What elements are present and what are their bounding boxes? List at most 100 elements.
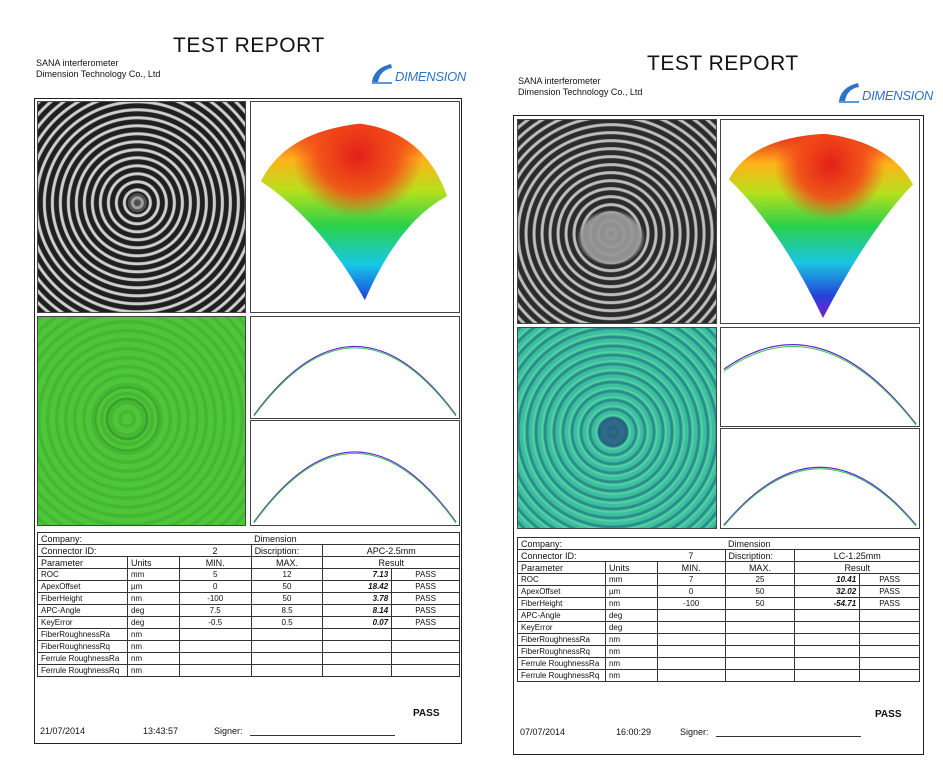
dimension-logo: DIMENSION	[371, 62, 466, 84]
param-max: 50	[250, 592, 324, 605]
header-max: MAX.	[724, 561, 796, 574]
param-result: 0.07	[322, 616, 393, 629]
param-result: 3.78	[322, 592, 393, 605]
param-name: FiberRoughnessRq	[37, 640, 128, 653]
signer-label: Signer:	[680, 727, 709, 737]
param-unit: µm	[126, 580, 180, 593]
table-row: ROC mm 5 12 7.13 PASS	[37, 568, 460, 581]
table-row: FiberHeight nm -100 50 -54.71 PASS	[517, 597, 920, 610]
table-row: ROC mm 7 25 10.41 PASS	[517, 573, 920, 586]
param-unit: nm	[126, 640, 180, 653]
param-result	[794, 621, 861, 634]
param-name: FiberRoughnessRa	[517, 633, 606, 646]
parameter-table: Company: Dimension Connector ID: 7 Discr…	[517, 537, 921, 682]
param-unit: nm	[604, 633, 658, 646]
param-max	[724, 657, 796, 670]
param-result	[794, 645, 861, 658]
description-value: APC-2.5mm	[322, 544, 460, 557]
param-name: Ferrule RoughnessRa	[37, 652, 128, 665]
param-unit: nm	[126, 664, 180, 677]
param-min	[656, 669, 726, 682]
header-parameter: Parameter	[37, 556, 128, 569]
param-status	[859, 621, 920, 634]
param-result	[794, 609, 861, 622]
table-row: KeyError deg -0.5 0.5 0.07 PASS	[37, 616, 460, 629]
overall-result: PASS	[413, 708, 440, 719]
param-unit: µm	[604, 585, 658, 598]
logo-text: DIMENSION	[395, 69, 466, 84]
param-name: Ferrule RoughnessRq	[37, 664, 128, 677]
param-min	[656, 609, 726, 622]
report-date: 21/07/2014	[40, 726, 86, 736]
param-name: KeyError	[517, 621, 606, 634]
report-title: TEST REPORT	[173, 34, 325, 57]
cross-section-profile-upper	[720, 327, 920, 427]
lab-name: SANA interferometer	[518, 76, 601, 86]
param-max: 50	[250, 580, 324, 593]
param-result	[322, 628, 393, 641]
param-name: FiberRoughnessRa	[37, 628, 128, 641]
param-status: PASS	[391, 592, 460, 605]
param-min: 5	[178, 568, 252, 581]
description-label: Discription:	[250, 544, 324, 557]
param-max: 12	[250, 568, 324, 581]
end-face-microscope-image	[517, 327, 717, 529]
end-face-microscope-image	[37, 316, 246, 526]
logo-text: DIMENSION	[862, 88, 933, 103]
param-min	[656, 657, 726, 670]
table-header-row: Parameter Units MIN. MAX. Result	[37, 556, 460, 569]
param-max	[250, 652, 324, 665]
param-unit: nm	[126, 628, 180, 641]
table-row: Ferrule RoughnessRq nm	[517, 669, 920, 682]
param-result	[794, 657, 861, 670]
table-row: Ferrule RoughnessRa nm	[517, 657, 920, 670]
param-name: APC-Angle	[37, 604, 128, 617]
company-label: Company:	[521, 538, 563, 549]
table-row: FiberRoughnessRa nm	[517, 633, 920, 646]
company-value: Dimension	[728, 538, 771, 549]
test-report-right: TEST REPORT SANA interferometer Dimensio…	[510, 45, 935, 767]
param-unit: nm	[604, 597, 658, 610]
param-status: PASS	[391, 568, 460, 581]
table-row: FiberRoughnessRq nm	[517, 645, 920, 658]
3d-surface-plot	[250, 101, 460, 313]
param-name: FiberHeight	[37, 592, 128, 605]
param-result: 8.14	[322, 604, 393, 617]
connector-row: Connector ID: 2 Discription: APC-2.5mm	[37, 544, 460, 557]
param-name: Ferrule RoughnessRq	[517, 669, 606, 682]
param-status	[859, 657, 920, 670]
param-name: ApexOffset	[37, 580, 128, 593]
param-name: ApexOffset	[517, 585, 606, 598]
lab-name: SANA interferometer	[36, 58, 119, 68]
param-result: 18.42	[322, 580, 393, 593]
param-status: PASS	[859, 585, 920, 598]
param-max	[250, 640, 324, 653]
param-name: KeyError	[37, 616, 128, 629]
signature-line	[250, 734, 395, 736]
table-header-row: Parameter Units MIN. MAX. Result	[517, 561, 920, 574]
table-row: Ferrule RoughnessRa nm	[37, 652, 460, 665]
param-min: -100	[656, 597, 726, 610]
param-max: 8.5	[250, 604, 324, 617]
param-max: 0.5	[250, 616, 324, 629]
report-time: 13:43:57	[143, 726, 179, 736]
connector-label: Connector ID:	[37, 544, 180, 557]
param-unit: deg	[126, 616, 180, 629]
report-time: 16:00:29	[616, 727, 652, 737]
param-result	[794, 669, 861, 682]
company-value: Dimension	[254, 533, 297, 544]
param-result	[322, 664, 393, 677]
cross-section-profile-lower	[250, 420, 460, 526]
param-result	[322, 652, 393, 665]
param-max	[250, 664, 324, 677]
param-result	[794, 633, 861, 646]
signer-label: Signer:	[214, 726, 243, 736]
param-min	[178, 664, 252, 677]
description-value: LC-1.25mm	[794, 549, 920, 562]
report-date: 07/07/2014	[520, 727, 566, 737]
param-min	[178, 640, 252, 653]
param-name: FiberRoughnessRq	[517, 645, 606, 658]
table-row: ApexOffset µm 0 50 18.42 PASS	[37, 580, 460, 593]
param-status	[391, 640, 460, 653]
param-max: 25	[724, 573, 796, 586]
